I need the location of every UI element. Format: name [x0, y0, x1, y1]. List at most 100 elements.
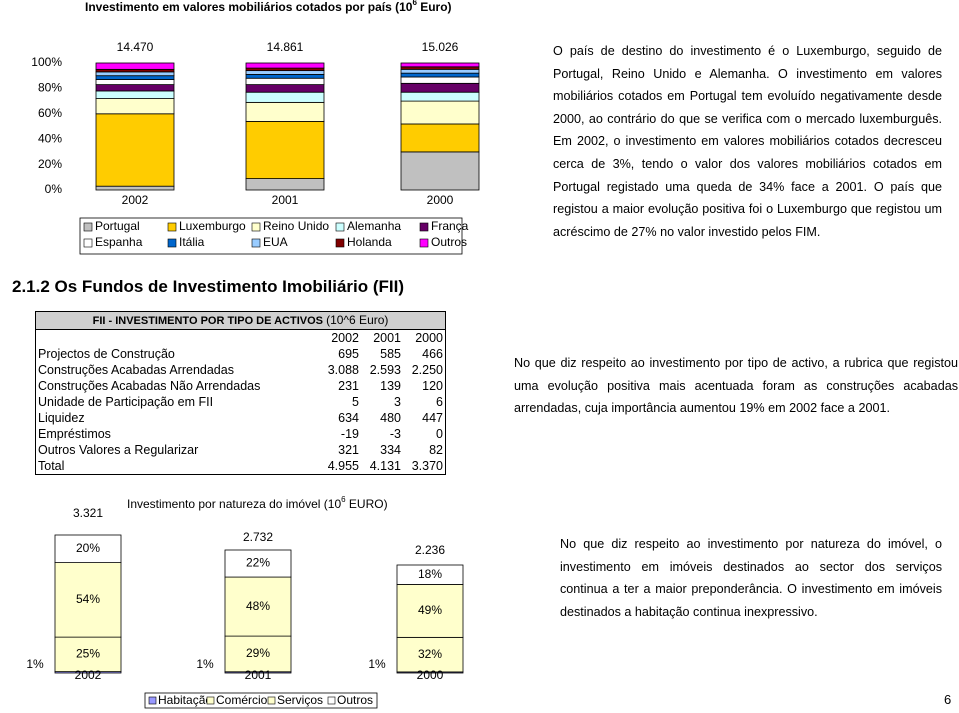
bar-segment	[245, 62, 325, 69]
table-cell: 120	[422, 379, 443, 393]
header-cell: 2001	[373, 331, 401, 345]
paragraph: O país de destino do investimento é o Lu…	[553, 44, 942, 239]
table-title: FII - INVESTIMENTO POR TIPO DE ACTIVOS (…	[35, 311, 446, 330]
page-number: 6	[944, 692, 952, 707]
table: FII - INVESTIMENTO POR TIPO DE ACTIVOS (…	[35, 311, 446, 475]
table-row: Unidade de Participação em FII 5 3 6	[36, 394, 446, 410]
total-label: 14.861	[267, 40, 304, 54]
title-superscript: 6	[412, 0, 417, 7]
legend-swatch	[419, 222, 429, 232]
bar-segment	[95, 75, 175, 80]
table-cell: 3.088	[327, 363, 359, 377]
x-tick-label: 2000	[417, 668, 444, 682]
legend-swatch	[83, 222, 93, 232]
data-label: 1%	[26, 657, 44, 671]
x-tick-label: 2002	[122, 193, 149, 207]
bar-segment	[396, 584, 464, 638]
title-text: Investimento por natureza do imóvel (10	[127, 497, 341, 511]
table-cell: 3.370	[411, 459, 443, 473]
bar-segment	[245, 178, 325, 191]
legend-frame	[79, 217, 463, 255]
legend-swatch	[206, 696, 215, 705]
x-tick-label: 2001	[245, 668, 272, 682]
bar-segment	[400, 91, 480, 102]
bar-segment	[245, 77, 325, 85]
y-tick-label: 80%	[38, 81, 62, 95]
legend-label: Luxemburgo	[179, 219, 246, 233]
paragraph: No que diz respeito ao investimento por …	[560, 537, 942, 619]
legend-label: EUA	[263, 235, 288, 249]
bar-segment	[95, 71, 175, 77]
legend-label: Habitação	[158, 693, 212, 707]
header-cell: 2002	[331, 331, 359, 345]
legend-label: Itália	[179, 235, 205, 249]
table-cell: 466	[422, 347, 443, 361]
total-label: 2.236	[415, 543, 445, 557]
table-cell: 4.955	[327, 459, 359, 473]
table-cell: 3	[394, 395, 401, 409]
legend-label: Alemanha	[347, 219, 401, 233]
data-label: 49%	[418, 603, 442, 617]
bar-segment	[54, 562, 122, 638]
bar-segment	[400, 72, 480, 78]
y-tick-label: 20%	[38, 157, 62, 171]
total-label: 14.470	[117, 40, 154, 54]
x-tick-label: 2002	[75, 668, 102, 682]
table-cell: 82	[429, 443, 443, 457]
legend-label: Outros	[431, 235, 467, 249]
bar-segment	[245, 70, 325, 75]
legend-label: Portugal	[95, 219, 140, 233]
legend-swatch	[251, 238, 261, 248]
table-cell: 231	[338, 379, 359, 393]
bar-segment	[95, 185, 175, 191]
y-tick-label: 100%	[31, 55, 62, 69]
table-header: 2002 2001 2000	[36, 330, 446, 347]
legend-label: Reino Unido	[263, 219, 329, 233]
table-cell: 139	[380, 379, 401, 393]
table-row: Construções Acabadas Arrendadas 3.088 2.59…	[36, 362, 446, 378]
title-superscript: 6	[341, 495, 346, 504]
row-label: Construções Acabadas Arrendadas	[38, 363, 234, 377]
bar-segment	[95, 84, 175, 92]
table-unit: (10^6 Euro)	[326, 313, 389, 327]
bar-segment	[245, 91, 325, 103]
legend-swatch	[167, 222, 177, 232]
title-text: EURO)	[346, 497, 388, 511]
legend-label: Outros	[337, 693, 373, 707]
bar-segment	[245, 84, 325, 93]
legend-swatch	[148, 696, 157, 705]
table-cell: -3	[389, 427, 401, 441]
legend-label: Espanha	[95, 235, 143, 249]
bar-segment	[400, 100, 480, 125]
table-cell: 585	[380, 347, 401, 361]
table-row: Empréstimos -19 -3 0	[36, 426, 446, 442]
x-tick-label: 2001	[272, 193, 299, 207]
total-label: 15.026	[422, 40, 459, 54]
bar-segment	[95, 79, 175, 85]
y-tick-label: 0%	[45, 182, 63, 196]
data-label: 20%	[76, 541, 100, 555]
bar-segment	[400, 76, 480, 84]
table-cell: 6	[436, 395, 443, 409]
table-cell: 480	[380, 411, 401, 425]
legend-swatch	[167, 238, 177, 248]
row-label: Projectos de Construção	[38, 347, 175, 361]
bar-segment	[95, 90, 175, 99]
bar-segment	[400, 68, 480, 74]
table-cell: 0	[436, 427, 443, 441]
table-cell: 321	[338, 443, 359, 457]
legend-label: Holanda	[347, 235, 392, 249]
table-cell: 4.131	[369, 459, 401, 473]
header-cell: 2000	[415, 331, 443, 345]
bar-segment	[245, 121, 325, 179]
bar-segment	[54, 534, 122, 564]
x-tick-label: 2000	[427, 193, 454, 207]
chart-title: Investimento em valores mobiliários cota…	[85, 0, 452, 14]
bar-segment	[95, 62, 175, 70]
row-label: Total	[38, 459, 65, 473]
table-row: Liquidez 634 480 447	[36, 410, 446, 426]
legend-swatch	[251, 222, 261, 232]
data-label: 1%	[196, 657, 214, 671]
